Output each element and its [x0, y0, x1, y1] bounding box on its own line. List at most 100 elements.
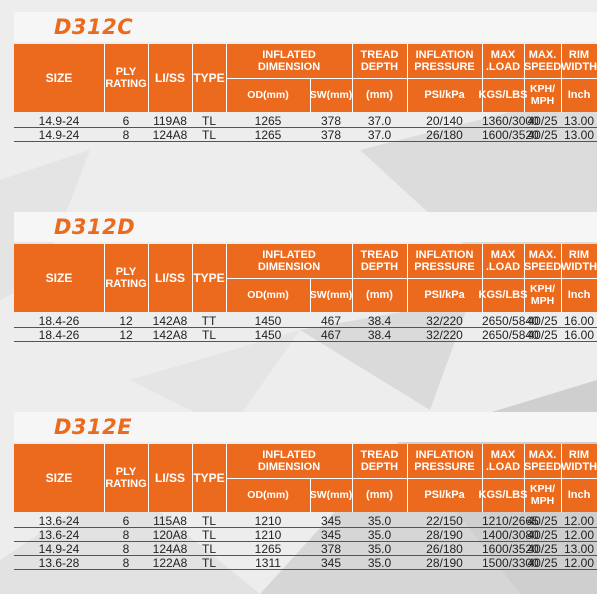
header-rim-unit: Inch	[567, 489, 591, 501]
cell-speed: 40/25	[527, 514, 558, 528]
header-divider	[226, 278, 597, 279]
cell-sw: 378	[320, 114, 342, 128]
table-row: 14.9-24 6 119A8 TL 1265 378 37.0 20/140 1360/300…	[14, 114, 597, 128]
cell-speed: 40/25	[527, 114, 558, 128]
header-rim-unit: Inch	[567, 89, 591, 101]
cell-liss: 122A8	[152, 556, 188, 570]
cell-tread: 37.0	[367, 128, 392, 142]
cell-speed: 40/25	[527, 328, 558, 342]
header-divider	[104, 44, 105, 112]
cell-sw: 467	[320, 314, 342, 328]
cell-liss: 124A8	[152, 542, 188, 556]
header-li-ss: LI/SS	[154, 271, 185, 285]
cell-type: TL	[201, 556, 216, 570]
cell-tread: 35.0	[367, 542, 392, 556]
cell-sw: 467	[320, 328, 342, 342]
cell-od: 1265	[254, 542, 282, 556]
table-header: SIZE PLY RATING LI/SS TYPE INFLATED DIMENSION O…	[14, 244, 597, 312]
header-inflated-dimension: INFLATED DIMENSION	[257, 449, 321, 473]
header-tread-depth: TREAD DEPTH	[360, 49, 399, 73]
table-header: SIZE PLY RATING LI/SS TYPE INFLATED DIMENSION O…	[14, 44, 597, 112]
cell-size: 18.4-26	[38, 328, 80, 342]
cell-sw: 345	[320, 528, 342, 542]
header-max-speed: MAX. SPEED	[523, 249, 562, 273]
header-max-speed: MAX. SPEED	[523, 49, 562, 73]
cell-rim: 12.00	[563, 514, 595, 528]
cell-maxload: 1400/3080	[482, 528, 539, 542]
cell-liss: 142A8	[152, 314, 188, 328]
cell-speed: 40/25	[527, 528, 558, 542]
header-li-ss: LI/SS	[154, 471, 185, 485]
cell-tread: 35.0	[367, 528, 392, 542]
header-size: SIZE	[45, 471, 73, 485]
header-ply-rating: PLY RATING	[105, 266, 147, 290]
header-inflation-pressure: INFLATION PRESSURE	[414, 49, 475, 73]
header-divider	[226, 78, 597, 79]
header-inflated-dimension: INFLATED DIMENSION	[257, 49, 321, 73]
header-rim-unit: Inch	[567, 289, 591, 301]
cell-od: 1311	[255, 556, 281, 570]
header-rim-width: RIM WIDTH	[560, 49, 597, 73]
cell-od: 1450	[254, 314, 282, 328]
cell-size: 14.9-24	[38, 114, 80, 128]
header-tread-depth: TREAD DEPTH	[360, 249, 399, 273]
cell-od: 1210	[254, 528, 282, 542]
table-row: 13.6-28 8 122A8 TL 1311 345 35.0 28/190 1500/330…	[14, 556, 597, 570]
header-size: SIZE	[45, 271, 73, 285]
cell-speed: 40/25	[527, 542, 558, 556]
header-speed-unit: KPH/MPH	[529, 283, 556, 307]
cell-liss: 115A8	[153, 514, 187, 528]
header-size: SIZE	[45, 71, 73, 85]
cell-type: TL	[201, 514, 216, 528]
cell-maxload: 1500/3300	[482, 556, 539, 570]
header-inflation-pressure: INFLATION PRESSURE	[414, 449, 475, 473]
cell-inflation: 26/180	[426, 128, 463, 142]
cell-tread: 35.0	[367, 514, 392, 528]
cell-size: 13.6-28	[38, 556, 80, 570]
cell-tread: 35.0	[367, 556, 392, 570]
header-rim-width: RIM WIDTH	[560, 449, 597, 473]
cell-inflation: 32/220	[426, 314, 463, 328]
cell-sw: 345	[320, 514, 342, 528]
cell-speed: 40/25	[527, 128, 558, 142]
cell-rim: 13.00	[563, 542, 595, 556]
cell-maxload: 1600/3520	[482, 128, 539, 142]
table-row: 14.9-24 8 124A8 TL 1265 378 35.0 26/180 1600/352…	[14, 542, 597, 556]
cell-type: TT	[201, 314, 217, 328]
cell-ply: 12	[119, 328, 133, 342]
header-max-load: MAX .LOAD	[485, 249, 521, 273]
title-band: D312C	[14, 12, 597, 42]
cell-rim: 12.00	[563, 528, 595, 542]
header-rim-width: RIM WIDTH	[560, 249, 597, 273]
cell-rim: 13.00	[563, 114, 595, 128]
cell-maxload: 1210/2665	[482, 514, 539, 528]
header-inflation-unit: PSI/kPa	[424, 89, 465, 101]
cell-od: 1265	[254, 128, 282, 142]
cell-size: 14.9-24	[38, 542, 80, 556]
cell-size: 13.6-24	[38, 514, 80, 528]
header-ply-rating: PLY RATING	[105, 466, 147, 490]
row-divider	[14, 569, 597, 570]
header-tread-unit: (mm)	[366, 89, 393, 101]
header-max-speed: MAX. SPEED	[523, 449, 562, 473]
header-inflation-pressure: INFLATION PRESSURE	[414, 249, 475, 273]
header-tread-unit: (mm)	[366, 489, 393, 501]
cell-tread: 37.0	[367, 114, 392, 128]
cell-type: TL	[201, 542, 216, 556]
cell-speed: 40/25	[527, 314, 558, 328]
cell-liss: 119A8	[153, 114, 187, 128]
cell-liss: 120A8	[152, 528, 188, 542]
header-max-load-unit: KGS/LBS	[478, 289, 528, 301]
header-max-load-unit: KGS/LBS	[478, 89, 528, 101]
cell-inflation: 28/190	[426, 556, 463, 570]
cell-od: 1210	[254, 514, 282, 528]
header-tread-depth: TREAD DEPTH	[360, 449, 399, 473]
header-max-load: MAX .LOAD	[485, 449, 521, 473]
row-divider	[14, 327, 597, 328]
cell-od: 1265	[254, 114, 282, 128]
header-sw: SW(mm)	[309, 489, 353, 501]
header-divider	[104, 444, 105, 512]
cell-ply: 8	[122, 128, 130, 142]
cell-ply: 8	[122, 542, 130, 556]
header-tread-unit: (mm)	[366, 289, 393, 301]
